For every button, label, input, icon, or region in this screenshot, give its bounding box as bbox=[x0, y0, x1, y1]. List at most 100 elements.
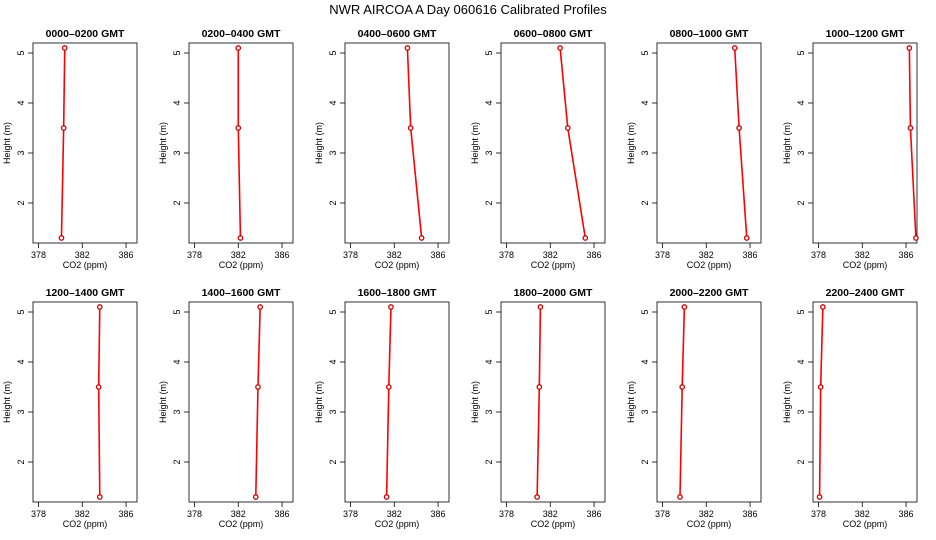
y-tick-label: 3 bbox=[796, 150, 806, 155]
profile-panel-4: 0800–1000 GMT 378 382 386 CO2 (ppm) 2 3 4 5 Heigh… bbox=[626, 28, 762, 270]
plot-frame bbox=[32, 301, 138, 503]
x-axis-label: CO2 (ppm) bbox=[375, 519, 420, 529]
x-axis-label: CO2 (ppm) bbox=[63, 519, 108, 529]
profile-panel-3: 0600–0800 GMT 378 382 386 CO2 (ppm) 2 3 4 5 Heigh… bbox=[470, 28, 606, 270]
y-tick-label: 2 bbox=[328, 200, 338, 205]
x-tick-label: 378 bbox=[187, 250, 202, 260]
y-tick-label: 3 bbox=[172, 409, 182, 414]
x-tick-label: 378 bbox=[187, 509, 202, 519]
plot-frame bbox=[188, 42, 294, 244]
profile-point bbox=[534, 494, 540, 500]
y-tick-label: 3 bbox=[328, 409, 338, 414]
profile-point bbox=[96, 304, 103, 310]
x-axis-label: CO2 (ppm) bbox=[375, 260, 420, 270]
y-tick-label: 4 bbox=[328, 100, 338, 105]
y-tick-label: 4 bbox=[484, 359, 494, 364]
profile-panel-6: 1200–1400 GMT 378 382 386 CO2 (ppm) 2 3 4 5 Heigh… bbox=[2, 287, 138, 529]
panel-title: 0400–0600 GMT bbox=[358, 28, 437, 40]
x-axis-label: CO2 (ppm) bbox=[687, 519, 732, 529]
panel-title: 1200–1400 GMT bbox=[46, 287, 125, 299]
profile-line bbox=[237, 48, 242, 239]
panel-title: 2200–2400 GMT bbox=[826, 287, 905, 299]
x-tick-label: 386 bbox=[431, 250, 446, 260]
x-tick-label: 382 bbox=[387, 509, 402, 519]
profile-line bbox=[536, 306, 542, 498]
x-tick-label: 378 bbox=[343, 250, 358, 260]
x-tick-label: 378 bbox=[31, 250, 46, 260]
profile-point bbox=[816, 494, 823, 500]
x-axis-label: CO2 (ppm) bbox=[843, 519, 888, 529]
profile-point bbox=[257, 304, 264, 310]
y-tick-label: 5 bbox=[484, 309, 494, 314]
profile-point bbox=[679, 384, 686, 390]
y-tick-label: 3 bbox=[796, 409, 806, 414]
profile-point bbox=[235, 125, 242, 131]
y-tick-label: 2 bbox=[640, 200, 650, 205]
x-axis-label: CO2 (ppm) bbox=[219, 260, 264, 270]
y-tick-label: 4 bbox=[16, 359, 26, 364]
profile-line bbox=[733, 47, 748, 239]
profile-point bbox=[736, 125, 742, 131]
profile-line bbox=[559, 47, 587, 239]
y-axis-label: Height (m) bbox=[314, 381, 324, 423]
x-tick-label: 382 bbox=[699, 509, 714, 519]
panel-title: 0200–0400 GMT bbox=[202, 28, 281, 40]
profile-line bbox=[908, 47, 917, 239]
x-tick-label: 382 bbox=[387, 250, 402, 260]
y-tick-label: 2 bbox=[16, 459, 26, 464]
x-axis-label: CO2 (ppm) bbox=[63, 260, 108, 270]
x-tick-label: 378 bbox=[811, 509, 826, 519]
profile-point bbox=[677, 494, 683, 500]
y-axis-label: Height (m) bbox=[158, 122, 168, 164]
profile-point bbox=[235, 45, 242, 51]
profile-line bbox=[679, 306, 686, 498]
profile-point bbox=[404, 45, 411, 51]
y-axis-label: Height (m) bbox=[470, 122, 480, 164]
panel-title: 0000–0200 GMT bbox=[46, 28, 125, 40]
x-tick-label: 386 bbox=[587, 509, 602, 519]
profile-panel-11: 2200–2400 GMT 378 382 386 CO2 (ppm) 2 3 4 5 Heigh… bbox=[782, 287, 918, 529]
y-tick-label: 2 bbox=[172, 200, 182, 205]
x-tick-label: 382 bbox=[543, 250, 558, 260]
y-tick-label: 2 bbox=[16, 200, 26, 205]
x-tick-label: 386 bbox=[119, 509, 134, 519]
profile-line bbox=[406, 47, 423, 239]
y-tick-label: 5 bbox=[172, 50, 182, 55]
plot-frame bbox=[812, 42, 918, 244]
plot-frame bbox=[656, 42, 762, 244]
profile-line bbox=[60, 47, 66, 239]
y-tick-label: 4 bbox=[328, 359, 338, 364]
y-tick-label: 4 bbox=[796, 100, 806, 105]
profile-point bbox=[95, 384, 102, 390]
y-tick-label: 2 bbox=[484, 459, 494, 464]
profile-point bbox=[418, 235, 425, 241]
profile-point bbox=[564, 125, 571, 131]
x-tick-label: 382 bbox=[543, 509, 558, 519]
profile-point bbox=[96, 494, 103, 500]
panel-title: 1800–2000 GMT bbox=[514, 287, 593, 299]
y-tick-label: 3 bbox=[16, 409, 26, 414]
y-tick-label: 5 bbox=[640, 50, 650, 55]
profile-panel-1: 0200–0400 GMT 378 382 386 CO2 (ppm) 2 3 4 5 Heigh… bbox=[158, 28, 294, 270]
y-tick-label: 5 bbox=[640, 309, 650, 314]
x-tick-label: 382 bbox=[699, 250, 714, 260]
x-tick-label: 386 bbox=[899, 509, 914, 519]
y-tick-label: 5 bbox=[16, 309, 26, 314]
y-tick-label: 5 bbox=[796, 309, 806, 314]
profile-point bbox=[731, 45, 738, 51]
x-tick-label: 382 bbox=[855, 250, 870, 260]
page-title: NWR AIRCOA A Day 060616 Calibrated Profi… bbox=[329, 2, 607, 17]
y-tick-label: 5 bbox=[328, 50, 338, 55]
profile-point bbox=[252, 494, 259, 500]
profile-panel-5: 1000–1200 GMT 378 382 386 CO2 (ppm) 2 3 4 5 Heigh… bbox=[782, 28, 919, 270]
profile-point bbox=[385, 384, 392, 390]
x-tick-label: 378 bbox=[499, 250, 514, 260]
x-tick-label: 378 bbox=[811, 250, 826, 260]
x-axis-label: CO2 (ppm) bbox=[531, 260, 576, 270]
x-tick-label: 382 bbox=[75, 509, 90, 519]
panel-title: 1000–1200 GMT bbox=[826, 28, 905, 40]
y-tick-label: 2 bbox=[796, 459, 806, 464]
y-tick-label: 5 bbox=[484, 50, 494, 55]
y-tick-label: 2 bbox=[172, 459, 182, 464]
